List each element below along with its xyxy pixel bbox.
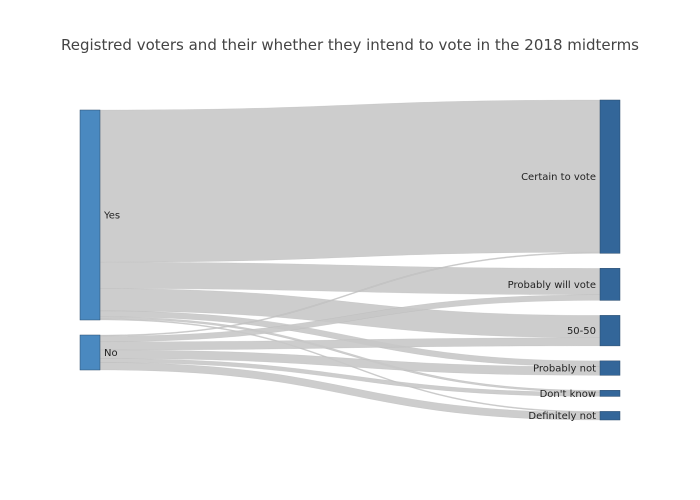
node-dontknow[interactable] [599,390,621,397]
node-no[interactable] [79,334,101,371]
node-label-defnot: Definitely not [528,411,596,422]
node-certain[interactable] [599,99,621,254]
node-yes[interactable] [79,109,101,321]
node-label-certain: Certain to vote [521,172,596,183]
labels-layer: Yes No Certain to vote Probably will vote 50… [103,172,596,422]
node-defnot[interactable] [599,411,621,421]
node-label-yes: Yes [103,211,120,222]
node-fifty[interactable] [599,315,621,347]
nodes-layer [79,99,621,421]
links-layer [99,99,601,421]
node-label-dontknow: Don't know [540,389,596,400]
node-probably[interactable] [599,268,621,301]
chart-title: Registred voters and their whether they … [60,36,639,54]
node-label-no: No [104,348,118,359]
node-label-fifty: 50-50 [567,326,596,337]
node-label-probnot: Probably not [533,364,596,375]
node-probnot[interactable] [599,360,621,376]
node-label-probably: Probably will vote [508,280,596,291]
